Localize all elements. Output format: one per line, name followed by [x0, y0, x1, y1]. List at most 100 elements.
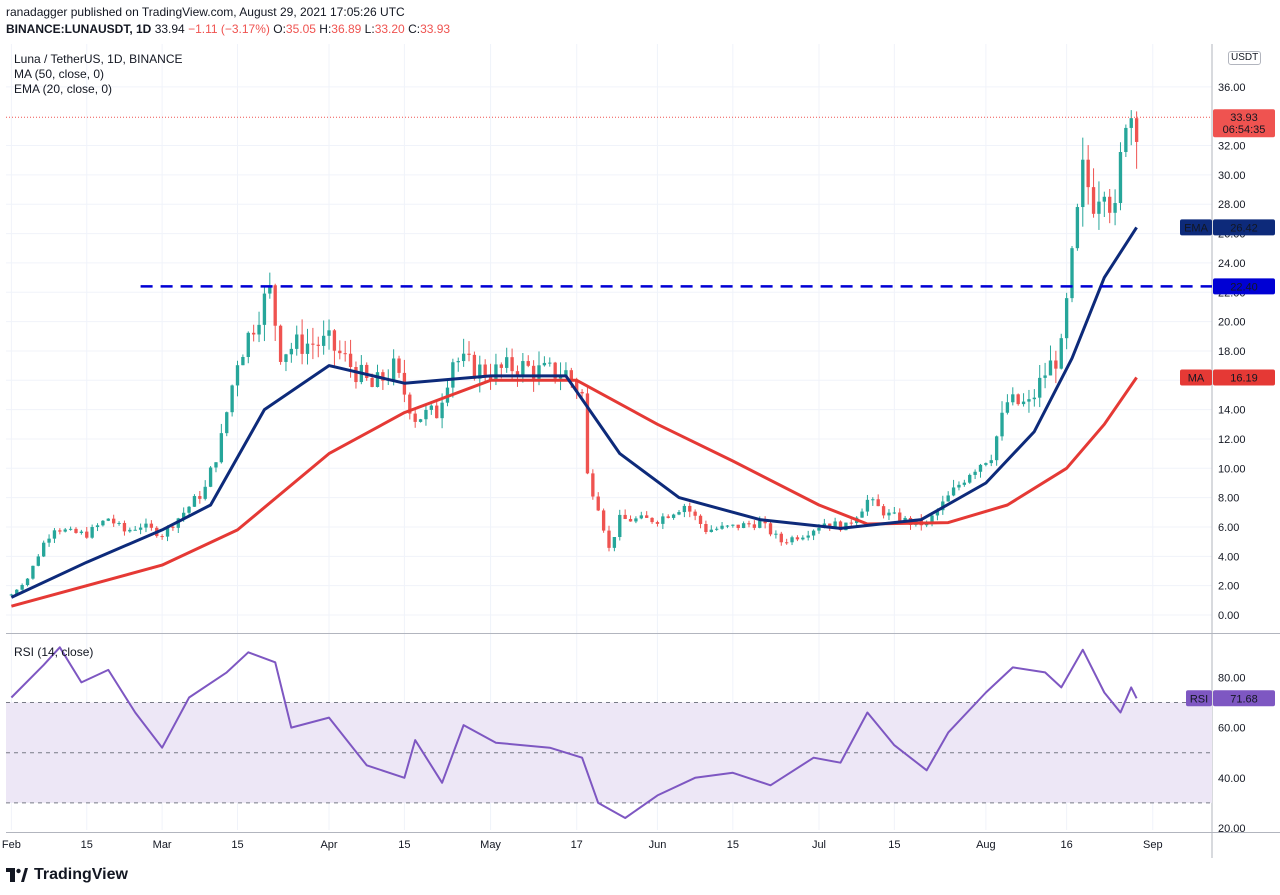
candle — [138, 523, 143, 535]
candle — [95, 523, 100, 532]
candle — [25, 578, 30, 587]
candle-body — [1064, 298, 1069, 339]
publish-info: ranadagger published on TradingView.com,… — [6, 5, 405, 19]
candle-body — [623, 514, 627, 519]
candle-body — [25, 578, 30, 586]
candle — [149, 520, 154, 531]
candle — [20, 583, 24, 591]
candle-body — [580, 391, 584, 394]
candle-body — [391, 358, 396, 380]
candle-body — [725, 525, 730, 527]
candle — [445, 380, 450, 407]
candle-body — [860, 511, 864, 518]
candle — [1070, 246, 1074, 303]
ma-badge-bg — [1213, 369, 1275, 386]
candle-body — [494, 364, 498, 382]
candle-body — [138, 527, 143, 530]
rsi-line — [10, 646, 1138, 819]
candle-body — [1091, 187, 1096, 214]
candle — [1118, 142, 1123, 211]
candle-body — [607, 530, 611, 548]
candle-body — [887, 512, 891, 516]
candle-body — [1118, 152, 1123, 204]
time-tick-label: Feb — [2, 839, 21, 851]
candle-body — [510, 357, 514, 372]
price-tick-label: 4.00 — [1218, 551, 1239, 563]
last-price: 33.94 — [154, 22, 185, 36]
candle — [106, 518, 110, 522]
candle — [1048, 345, 1053, 376]
candle-body — [811, 530, 816, 536]
candle — [327, 319, 331, 350]
indicator-legend: Luna / TetherUS, 1D, BINANCE MA (50, clo… — [14, 52, 183, 97]
candle-body — [763, 520, 767, 524]
candle — [85, 526, 89, 539]
low-value: 33.20 — [374, 22, 405, 36]
rsi-badge-bg — [1213, 690, 1275, 707]
price-change: −1.11 (−3.17%) — [188, 22, 270, 36]
candle-body — [1027, 399, 1031, 402]
candle-body — [268, 285, 272, 294]
candle — [295, 325, 299, 356]
ma-badge-tag-bg — [1180, 369, 1212, 386]
candle — [639, 511, 643, 520]
ema-badge: 26.42 EMA — [1180, 219, 1275, 236]
candle-body — [898, 512, 902, 523]
candle-body — [295, 334, 299, 349]
candle-body — [429, 405, 433, 410]
candle-body — [58, 530, 62, 532]
candle — [316, 336, 320, 358]
candle-body — [1075, 207, 1080, 249]
price-tick-label: 36.00 — [1218, 82, 1246, 94]
candle — [736, 524, 740, 531]
candle-body — [736, 524, 740, 529]
candle-body — [564, 370, 568, 377]
candle-body — [20, 585, 24, 590]
candle-body — [230, 385, 234, 413]
legend-ema: EMA (20, close, 0) — [14, 82, 113, 96]
candle-body — [165, 526, 170, 537]
candle-body — [235, 365, 240, 386]
candle — [397, 355, 401, 378]
candle-body — [305, 343, 310, 354]
candle — [526, 355, 530, 368]
time-tick-label: 15 — [398, 839, 410, 851]
candle-body — [149, 523, 154, 528]
candle — [241, 354, 245, 366]
candle — [262, 287, 267, 342]
candle-body — [1129, 118, 1133, 128]
candle — [117, 521, 121, 526]
candle — [1043, 362, 1047, 389]
candle-body — [596, 496, 600, 511]
candle-body — [1048, 360, 1053, 376]
candle — [1081, 137, 1085, 227]
candle-body — [63, 529, 67, 532]
candle — [596, 492, 600, 512]
tradingview-logo-icon — [6, 868, 28, 882]
candle — [305, 328, 310, 365]
candle — [42, 540, 46, 558]
candle-body — [171, 526, 175, 528]
time-tick-label: Apr — [320, 839, 337, 851]
candle-body — [978, 464, 983, 472]
candle-body — [645, 515, 649, 518]
candle-body — [1016, 394, 1020, 405]
ema-badge-bg — [1213, 219, 1275, 236]
candle — [860, 508, 864, 518]
candle — [677, 510, 681, 516]
candle — [273, 283, 277, 342]
candle-body — [892, 512, 897, 514]
candle — [1011, 387, 1015, 406]
price-tick-label: 18.00 — [1218, 346, 1246, 358]
candle — [585, 386, 590, 475]
candle-body — [569, 370, 573, 382]
candle — [1054, 350, 1058, 384]
candle — [1032, 389, 1036, 407]
candle-body — [316, 344, 320, 346]
open-label: O: — [273, 22, 286, 36]
currency-unit-badge[interactable]: USDT — [1228, 51, 1262, 65]
candle-body — [203, 486, 207, 499]
candle-body — [1108, 196, 1112, 213]
ma-50-line — [11, 376, 1138, 608]
